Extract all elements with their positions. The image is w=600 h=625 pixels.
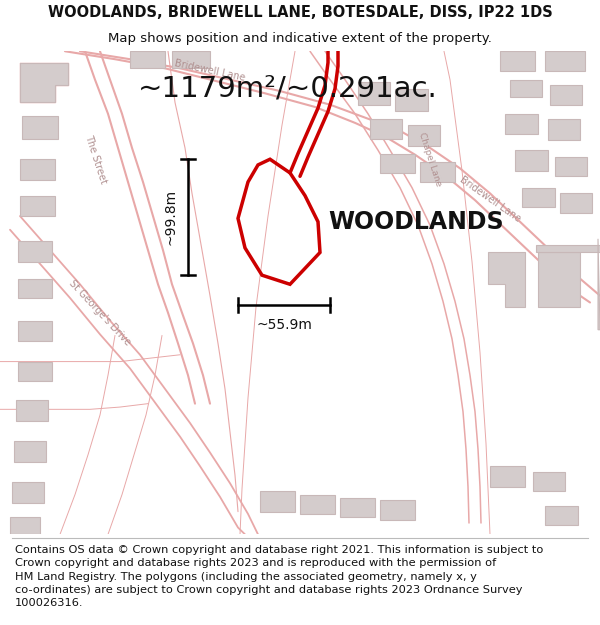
Polygon shape (358, 82, 390, 104)
Polygon shape (515, 150, 548, 171)
Polygon shape (18, 279, 52, 298)
Polygon shape (408, 125, 440, 146)
Polygon shape (10, 518, 40, 534)
Polygon shape (545, 506, 578, 525)
Text: WOODLANDS: WOODLANDS (328, 210, 503, 234)
Polygon shape (172, 51, 210, 68)
Text: Bridewell Lane: Bridewell Lane (174, 58, 246, 83)
Polygon shape (18, 362, 52, 381)
Polygon shape (538, 253, 580, 307)
Polygon shape (380, 500, 415, 519)
Polygon shape (20, 196, 55, 216)
Polygon shape (260, 491, 295, 512)
Text: Contains OS data © Crown copyright and database right 2021. This information is : Contains OS data © Crown copyright and d… (15, 545, 544, 608)
Text: St George's Drive: St George's Drive (67, 278, 133, 348)
Polygon shape (545, 51, 585, 71)
Polygon shape (14, 441, 46, 462)
Polygon shape (12, 482, 44, 502)
Polygon shape (22, 116, 58, 139)
Polygon shape (16, 400, 48, 421)
Text: Bridewell Lane: Bridewell Lane (458, 174, 523, 224)
Text: The Street: The Street (83, 134, 109, 185)
Polygon shape (20, 62, 68, 102)
Polygon shape (18, 241, 52, 261)
Text: ~99.8m: ~99.8m (164, 189, 178, 245)
Polygon shape (500, 51, 535, 71)
Polygon shape (550, 86, 582, 104)
Polygon shape (370, 119, 402, 139)
Polygon shape (598, 239, 600, 330)
Text: ~55.9m: ~55.9m (256, 318, 312, 332)
Polygon shape (510, 79, 542, 97)
Polygon shape (300, 494, 335, 514)
Polygon shape (505, 114, 538, 134)
Text: ~1179m²/~0.291ac.: ~1179m²/~0.291ac. (138, 75, 438, 102)
Polygon shape (380, 154, 415, 173)
Polygon shape (490, 466, 525, 487)
Polygon shape (395, 89, 428, 111)
Polygon shape (555, 157, 587, 176)
Polygon shape (536, 244, 600, 252)
Polygon shape (488, 253, 525, 307)
Polygon shape (130, 51, 165, 68)
Text: WOODLANDS, BRIDEWELL LANE, BOTESDALE, DISS, IP22 1DS: WOODLANDS, BRIDEWELL LANE, BOTESDALE, DI… (47, 5, 553, 20)
Polygon shape (20, 159, 55, 180)
Polygon shape (548, 119, 580, 140)
Polygon shape (522, 188, 555, 207)
Polygon shape (18, 321, 52, 341)
Polygon shape (340, 498, 375, 518)
Polygon shape (533, 472, 565, 491)
Polygon shape (420, 161, 455, 182)
Polygon shape (560, 193, 592, 213)
Text: Map shows position and indicative extent of the property.: Map shows position and indicative extent… (108, 32, 492, 45)
Text: Chapel Lane: Chapel Lane (417, 131, 443, 188)
